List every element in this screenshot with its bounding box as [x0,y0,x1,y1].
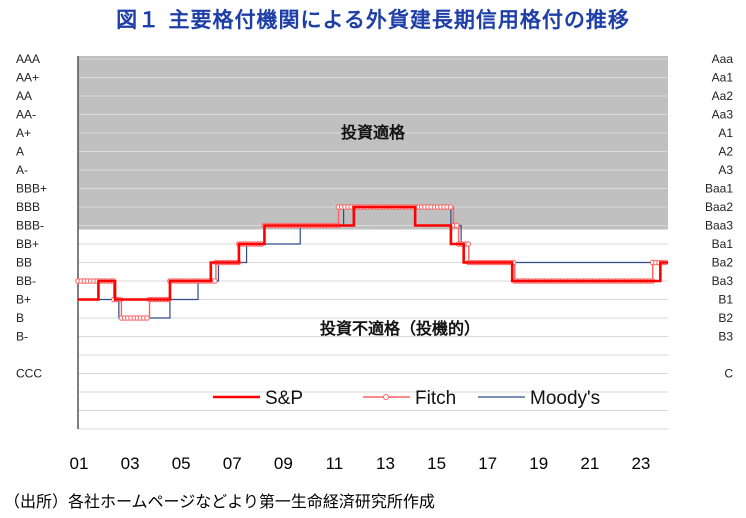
legend-label: Fitch [415,388,456,409]
y-tick-label-left: AA+ [16,71,39,85]
y-tick-label-right: Aa2 [712,89,734,103]
x-tick-label: 09 [274,454,293,473]
y-tick-label-right: Baa3 [705,219,733,233]
data-point-marker [211,278,218,284]
y-tick-label-left: A [16,145,24,159]
y-tick-label-left: AAA [16,52,40,66]
y-tick-label-right: Aa3 [712,108,734,122]
y-tick-label-left: CCC [16,367,42,381]
y-tick-label-right: Aaa [712,52,734,66]
legend-label: Moody's [530,388,600,409]
y-tick-label-right: B1 [718,293,733,307]
investment-grade-region [78,56,668,230]
y-tick-label-left: AA- [16,108,36,122]
y-tick-label-right: Aa1 [712,71,734,85]
y-tick-label-right: A1 [718,126,733,140]
x-tick-label: 01 [70,454,89,473]
region-label-investment-grade: 投資適格 [341,123,406,142]
data-point-marker [144,315,150,321]
x-tick-label: 19 [529,454,548,473]
x-tick-label: 13 [376,454,395,473]
y-tick-label-right: Ba2 [712,256,734,270]
y-tick-label-right: B3 [718,330,733,344]
y-tick-label-right: Baa2 [705,200,733,214]
y-tick-label-right: B2 [718,311,733,325]
y-tick-label-left: BB- [16,274,36,288]
x-tick-label: 11 [326,454,344,473]
y-tick-label-left: BBB- [16,219,44,233]
y-tick-label-left: BB [16,256,32,270]
region-label-speculative: 投資不適格（投機的） [320,319,480,338]
legend-marker [383,394,389,400]
y-tick-label-right: A3 [718,163,733,177]
y-tick-label-right: A2 [718,145,733,159]
y-tick-label-left: B- [16,330,28,344]
y-tick-label-left: A+ [16,126,31,140]
series-line-moodys [78,206,668,319]
x-tick-label: 07 [223,454,242,473]
legend-label: S&P [265,388,303,409]
y-tick-label-left: A- [16,163,28,177]
y-tick-label-left: AA [16,89,32,103]
y-tick-label-right: Ba3 [712,274,734,288]
x-tick-label: 05 [172,454,191,473]
y-tick-label-right: Baa1 [705,182,733,196]
legend-item-fitch: Fitch [363,388,456,409]
y-tick-label-right: C [724,367,733,381]
data-point-marker [465,241,471,247]
legend-item-moodys: Moody's [478,388,600,409]
data-point-marker [453,222,460,229]
legend-item-sp: S&P [213,388,303,409]
x-tick-label: 21 [580,454,599,473]
x-tick-label: 15 [427,454,446,473]
x-tick-label: 17 [478,454,497,473]
data-point-marker [447,204,454,210]
chart-title: 図１ 主要格付機関による外貨建長期信用格付の推移 [116,8,630,32]
source-note: （出所）各社ホームページなどより第一生命経済研究所作成 [4,492,435,511]
series-line-sp [78,205,668,301]
y-tick-label-left: B+ [16,293,31,307]
y-tick-label-left: BBB+ [16,182,47,196]
x-tick-label: 03 [121,454,140,473]
x-tick-label: 23 [631,454,650,473]
y-tick-label-left: BB+ [16,237,39,251]
y-tick-label-right: Ba1 [712,237,734,251]
y-tick-label-left: B [16,311,24,325]
y-tick-label-left: BBB [16,200,40,214]
